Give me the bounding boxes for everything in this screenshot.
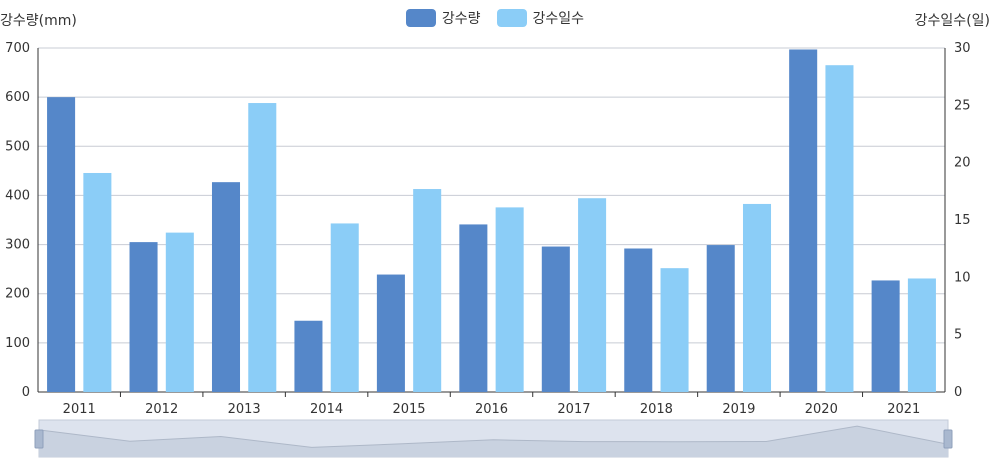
zoom-preview-area: [39, 426, 948, 457]
bar-rain-days: [907, 278, 936, 392]
x-tick-label: 2020: [805, 402, 838, 417]
bar-rain-days: [248, 103, 277, 392]
bar-rain-days: [742, 203, 772, 392]
bar-rainfall: [871, 280, 900, 392]
bar-rain-days: [660, 268, 689, 392]
zoom-handle-right[interactable]: [943, 429, 953, 449]
legend-item-rainfall[interactable]: 강수량: [405, 8, 481, 28]
bar-rainfall: [459, 224, 488, 392]
y-tick-left: 500: [5, 139, 30, 154]
bar-rainfall: [129, 242, 158, 392]
x-tick-label: 2021: [887, 402, 920, 417]
legend-item-rain-days[interactable]: 강수일수: [496, 8, 585, 28]
legend-swatch-rainfall: [405, 9, 436, 27]
y-axis-left-title: 강수량(mm): [0, 13, 77, 29]
x-tick-label: 2017: [557, 402, 590, 417]
bar-rain-days: [413, 189, 442, 392]
legend: 강수량 강수일수: [0, 8, 990, 28]
legend-label-rain-days: 강수일수: [532, 11, 585, 27]
y-tick-right: 20: [954, 156, 971, 171]
y-tick-left: 200: [5, 287, 30, 302]
zoom-handle-left[interactable]: [34, 429, 44, 449]
bar-rainfall: [789, 49, 818, 393]
x-tick-label: 2015: [392, 402, 425, 417]
bar-rainfall: [294, 320, 323, 392]
y-tick-left: 400: [5, 188, 30, 203]
bar-rain-days: [165, 232, 194, 392]
bar-rainfall: [624, 248, 653, 392]
x-tick-label: 2013: [228, 402, 261, 417]
bar-rainfall: [541, 246, 570, 392]
y-tick-left: 700: [5, 41, 30, 56]
y-tick-right: 15: [954, 213, 971, 228]
bar-rainfall: [211, 182, 241, 392]
bar-rainfall: [706, 245, 735, 392]
x-tick-label: 2011: [63, 402, 96, 417]
y-tick-left: 600: [5, 90, 30, 105]
y-tick-right: 5: [954, 328, 962, 343]
bar-rainfall: [376, 274, 405, 392]
x-tick-label: 2012: [145, 402, 178, 417]
bar-rain-days: [330, 223, 359, 392]
y-axis-right-title: 강수일수(일): [914, 13, 990, 29]
x-tick-label: 2016: [475, 402, 508, 417]
y-tick-left: 100: [5, 336, 30, 351]
legend-swatch-rain-days: [496, 9, 527, 27]
zoom-preview-line: [38, 425, 949, 448]
bar-rain-days: [83, 172, 112, 392]
y-tick-right: 25: [954, 98, 971, 113]
legend-label-rainfall: 강수량: [441, 11, 481, 27]
y-tick-left: 0: [22, 385, 30, 400]
x-tick-label: 2014: [310, 402, 343, 417]
y-tick-right: 10: [954, 270, 971, 285]
x-tick-label: 2019: [722, 402, 755, 417]
y-tick-right: 0: [954, 385, 962, 400]
bar-rainfall: [47, 97, 76, 393]
bar-rain-days: [578, 198, 607, 392]
y-tick-right: 30: [954, 41, 971, 56]
x-tick-label: 2018: [640, 402, 673, 417]
y-tick-left: 300: [5, 238, 30, 253]
bar-rain-days: [495, 207, 524, 392]
bar-rain-days: [825, 65, 854, 392]
